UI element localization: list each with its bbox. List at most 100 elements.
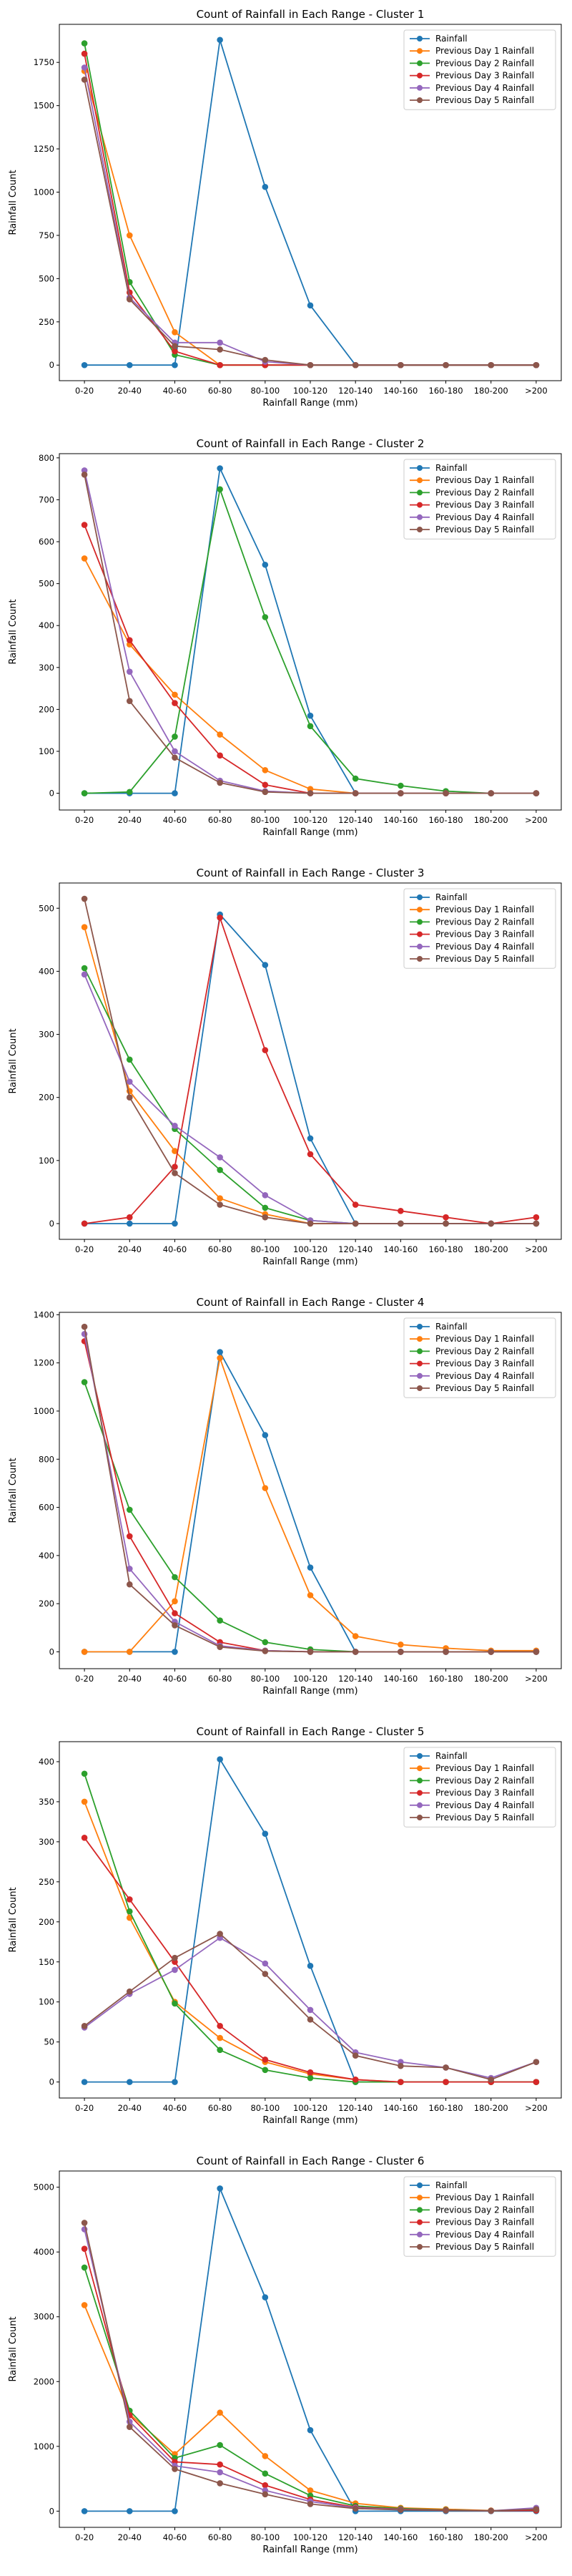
x-tick-label: >200 [525,815,548,825]
chart-title: Count of Rainfall in Each Range - Cluste… [197,1725,425,1738]
legend-label: Rainfall [435,34,468,44]
x-tick-label: 40-60 [163,1244,187,1254]
y-axis-label: Rainfall Count [8,170,19,235]
x-tick-label: 40-60 [163,1674,187,1684]
y-tick-label: 0 [49,1646,54,1657]
data-point [398,1220,404,1227]
data-point [217,1756,223,1762]
x-tick-label: 60-80 [208,815,232,825]
legend-label: Previous Day 4 Rainfall [435,512,534,522]
data-point [262,962,269,968]
data-point [533,2079,540,2085]
legend-label: Previous Day 3 Rainfall [435,930,534,940]
y-tick-label: 0 [49,789,54,799]
legend-marker [417,1324,423,1330]
y-tick-label: 0 [49,2077,54,2087]
y-tick-label: 300 [39,1030,54,1040]
data-point [533,2506,540,2512]
series-line [84,1801,536,2083]
legend-marker [417,2231,423,2238]
x-tick-label: 140-160 [383,1674,418,1684]
data-point [217,339,223,346]
x-tick-label: 180-200 [474,386,508,396]
data-point [126,1566,133,1572]
x-tick-label: 20-40 [118,1674,142,1684]
y-tick-label: 500 [39,903,54,913]
x-tick-label: 60-80 [208,2532,232,2542]
legend-marker [417,907,423,913]
x-tick-label: 180-200 [474,1244,508,1254]
legend-marker [417,1348,423,1355]
data-point [262,614,269,620]
series-line [84,1933,537,2081]
x-tick-label: >200 [525,2532,548,2542]
data-point [262,1960,269,1967]
chart-panel: Count of Rainfall in Each Range - Cluste… [8,8,562,409]
data-point [398,782,404,789]
data-point [352,2052,359,2059]
data-point [172,1598,178,1605]
data-point [262,2470,269,2477]
data-point [172,343,178,349]
series-line [84,927,536,1224]
legend-marker [417,502,423,508]
x-tick-label: 40-60 [163,2103,187,2113]
legend-label: Previous Day 4 Rainfall [435,1371,534,1381]
data-point [217,914,223,921]
chart-panel: Count of Rainfall in Each Range - Cluste… [8,2155,562,2555]
data-point [217,731,223,738]
data-point [217,2441,223,2449]
x-tick-label: 0-20 [75,2532,94,2542]
series-line [84,525,536,794]
legend-marker [417,2219,423,2225]
data-point [217,2461,223,2468]
y-tick-label: 5000 [34,2182,54,2192]
data-point [217,346,223,353]
y-tick-label: 400 [39,966,54,976]
data-point [217,2409,223,2416]
data-point [172,1622,178,1629]
x-tick-label: 40-60 [163,815,187,825]
legend-label: Previous Day 5 Rainfall [435,1383,534,1393]
data-point [398,2079,404,2085]
data-point [398,790,404,796]
data-point [307,712,314,719]
data-point [81,2264,88,2271]
data-point [126,1094,133,1101]
data-point [217,1617,223,1624]
legend-label: Rainfall [435,463,468,473]
data-point [126,1914,133,1921]
legend-box [403,1747,556,1828]
x-tick-label: 60-80 [208,386,232,396]
data-point [172,1610,178,1616]
legend-label: Previous Day 5 Rainfall [435,525,534,535]
data-point [307,1963,314,1969]
x-tick-label: 40-60 [163,386,187,396]
data-point [352,1220,359,1227]
data-point [307,2487,314,2494]
y-tick-label: 1000 [34,2441,54,2451]
data-point [172,1574,178,1581]
data-point [217,1201,223,1208]
data-point [81,2245,88,2252]
data-point [307,2426,314,2434]
chart-panel: Count of Rainfall in Each Range - Cluste… [8,867,562,1267]
x-tick-label: 20-40 [118,815,142,825]
data-point [172,700,178,706]
data-point [217,2046,223,2054]
data-point [81,1770,88,1777]
legend-label: Previous Day 1 Rainfall [435,904,534,914]
x-tick-label: >200 [525,386,548,396]
data-point [262,561,269,568]
y-tick-label: 400 [39,1551,54,1561]
data-point [262,1204,269,1211]
x-tick-label: 120-140 [338,2103,373,2113]
data-point [443,2507,449,2514]
y-tick-label: 600 [39,1503,54,1513]
data-point [262,1639,269,1646]
data-point [217,486,223,493]
legend-label: Previous Day 4 Rainfall [435,942,534,952]
y-tick-label: 750 [39,230,54,240]
data-point [172,754,178,761]
y-tick-label: 500 [39,579,54,589]
